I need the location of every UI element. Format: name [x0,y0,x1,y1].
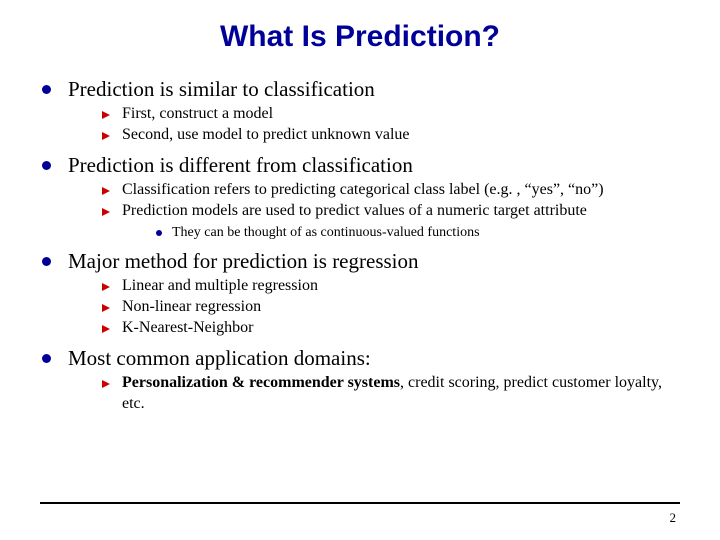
sub-list: Classification refers to predicting cate… [68,180,680,242]
sub-list: Linear and multiple regression Non-linea… [68,276,680,338]
bullet-lvl2: Non-linear regression [102,297,680,318]
bullet-lvl2: Second, use model to predict unknown val… [102,125,680,146]
sub-list: First, construct a model Second, use mod… [68,104,680,146]
slide-container: What Is Prediction? Prediction is simila… [0,0,720,540]
bullet-text: Most common application domains: [68,346,371,370]
bullet-text: They can be thought of as continuous-val… [172,225,480,240]
bullet-text: Prediction is similar to classification [68,77,375,101]
bullet-text: Major method for prediction is regressio… [68,249,419,273]
bullet-lvl1: Major method for prediction is regressio… [40,248,680,339]
bullet-lvl2: Personalization & recommender systems, c… [102,373,680,415]
bullet-lvl2: Classification refers to predicting cate… [102,180,680,201]
bullet-lvl2: First, construct a model [102,104,680,125]
bullet-text: Classification refers to predicting cate… [122,181,604,198]
bullet-text: First, construct a model [122,105,273,122]
bullet-text-bold: Personalization & recommender systems [122,374,400,391]
bullet-lvl3: They can be thought of as continuous-val… [156,224,680,242]
bullet-lvl2: Linear and multiple regression [102,276,680,297]
footer-divider [40,502,680,504]
slide-title: What Is Prediction? [40,20,680,54]
bullet-lvl2: K-Nearest-Neighbor [102,318,680,339]
sub-sub-list: They can be thought of as continuous-val… [122,224,680,242]
bullet-text: Linear and multiple regression [122,277,318,294]
page-number: 2 [670,510,677,526]
bullet-lvl2: Prediction models are used to predict va… [102,201,680,242]
bullet-text: Prediction is different from classificat… [68,153,413,177]
bullet-lvl1: Prediction is different from classificat… [40,152,680,242]
bullet-text: Prediction models are used to predict va… [122,202,587,219]
bullet-lvl1: Most common application domains: Persona… [40,345,680,415]
sub-list: Personalization & recommender systems, c… [68,373,680,415]
bullet-text: Second, use model to predict unknown val… [122,126,410,143]
bullet-list: Prediction is similar to classification … [40,76,680,414]
bullet-text: K-Nearest-Neighbor [122,319,254,336]
bullet-text: Non-linear regression [122,298,261,315]
bullet-lvl1: Prediction is similar to classification … [40,76,680,146]
